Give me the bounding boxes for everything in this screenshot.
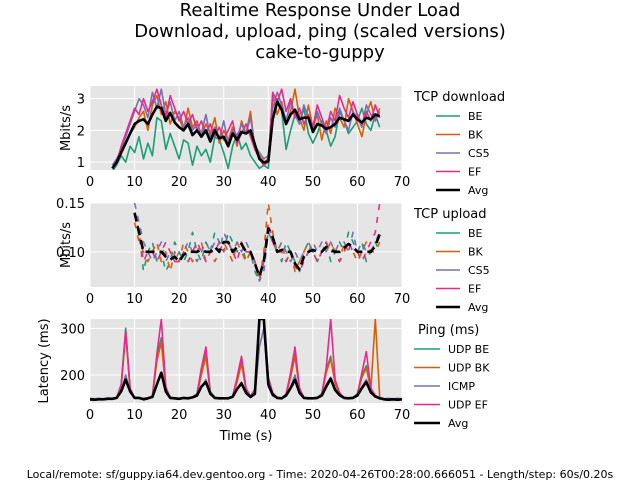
upload-series-be xyxy=(133,212,381,282)
upload-xtick-label-40: 40 xyxy=(260,292,277,307)
upload-xtick-label-60: 60 xyxy=(349,292,366,307)
figure-title: Realtime Response Under Load Download, u… xyxy=(134,0,506,63)
download-legend-label-2: CS5 xyxy=(468,147,490,160)
upload-legend-title: TCP upload xyxy=(413,207,487,222)
download-legend-label-1: BK xyxy=(468,129,484,142)
download-series-avg xyxy=(111,100,381,170)
download-xtick-label-20: 20 xyxy=(171,175,188,190)
upload-xtick-label-50: 50 xyxy=(305,292,322,307)
upload-legend-label-3: EF xyxy=(468,283,481,296)
download-legend-label-3: EF xyxy=(468,166,481,179)
title-line-2: Download, upload, ping (scaled versions) xyxy=(134,21,506,42)
download-xtick-label-40: 40 xyxy=(260,175,277,190)
title-line-1: Realtime Response Under Load xyxy=(180,0,461,21)
footer-text: Local/remote: sf/guppy.ia64.dev.gentoo.o… xyxy=(27,468,614,480)
ping-xtick-label-70: 70 xyxy=(394,408,411,423)
upload-y-axis-label: Mbits/s xyxy=(59,222,74,268)
ping-xtick-label-10: 10 xyxy=(126,408,143,423)
x-axis-label: Time (s) xyxy=(219,429,273,444)
download-xtick-label-30: 30 xyxy=(215,175,232,190)
download-series-ef xyxy=(111,88,381,169)
upload-panel: 0 10 20 30 40 50 60 70 0.10 0.15 Mbits/s TCP upload… xyxy=(56,197,490,314)
download-series-group xyxy=(111,88,381,170)
ping-xtick-label-20: 20 xyxy=(171,408,188,423)
ping-ytick-label-1: 300 xyxy=(60,322,85,337)
ping-xtick-label-0: 0 xyxy=(86,408,94,423)
ping-xtick-label-60: 60 xyxy=(349,408,366,423)
download-y-axis-label: Mbits/s xyxy=(59,105,74,151)
upload-legend-label-2: CS5 xyxy=(468,264,490,277)
download-legend-label-0: BE xyxy=(468,110,483,123)
ping-xtick-label-50: 50 xyxy=(305,408,322,423)
download-ytick-label-0: 1 xyxy=(77,156,85,171)
upload-series-group xyxy=(133,203,381,282)
download-xtick-label-70: 70 xyxy=(394,175,411,190)
ping-ytick-label-0: 200 xyxy=(60,369,85,384)
upload-ytick-label-1: 0.15 xyxy=(56,197,85,212)
ping-series-group xyxy=(90,319,402,402)
download-series-be xyxy=(112,97,381,170)
upload-legend-label-1: BK xyxy=(468,246,484,259)
download-xtick-label-10: 10 xyxy=(126,175,143,190)
download-ytick-label-1: 2 xyxy=(77,124,85,139)
ping-series-avg xyxy=(90,319,402,402)
upload-series-ef xyxy=(133,203,381,278)
download-xtick-label-50: 50 xyxy=(305,175,322,190)
title-line-3: cake-to-guppy xyxy=(255,42,385,63)
download-ytick-label-2: 3 xyxy=(77,93,85,108)
ping-legend-label-1: UDP BK xyxy=(448,362,490,375)
ping-legend-label-0: UDP BE xyxy=(448,343,489,356)
download-legend-label-4: Avg xyxy=(468,184,488,197)
upload-xtick-label-0: 0 xyxy=(86,292,94,307)
ping-xtick-label-40: 40 xyxy=(260,408,277,423)
ping-panel: 0 10 20 30 40 50 60 70 200 300 Latency (ms) Ping (m… xyxy=(37,318,490,430)
ping-y-axis-label: Latency (ms) xyxy=(37,318,52,403)
ping-legend-label-4: Avg xyxy=(448,417,468,430)
upload-series-avg xyxy=(133,212,381,278)
download-xtick-label-60: 60 xyxy=(349,175,366,190)
download-legend-title: TCP download xyxy=(413,90,505,105)
ping-xtick-label-30: 30 xyxy=(215,408,232,423)
ping-legend-title: Ping (ms) xyxy=(418,323,479,338)
download-background xyxy=(90,86,402,170)
upload-xtick-label-10: 10 xyxy=(126,292,143,307)
ping-legend-label-3: UDP EF xyxy=(448,399,488,412)
download-xtick-label-0: 0 xyxy=(86,175,94,190)
upload-xtick-label-30: 30 xyxy=(215,292,232,307)
upload-legend-label-4: Avg xyxy=(468,301,488,314)
upload-ytick-label-0: 0.10 xyxy=(56,246,85,261)
upload-xtick-label-70: 70 xyxy=(394,292,411,307)
upload-xtick-label-20: 20 xyxy=(171,292,188,307)
ping-legend-label-2: ICMP xyxy=(448,380,475,393)
upload-legend-label-0: BE xyxy=(468,227,483,240)
